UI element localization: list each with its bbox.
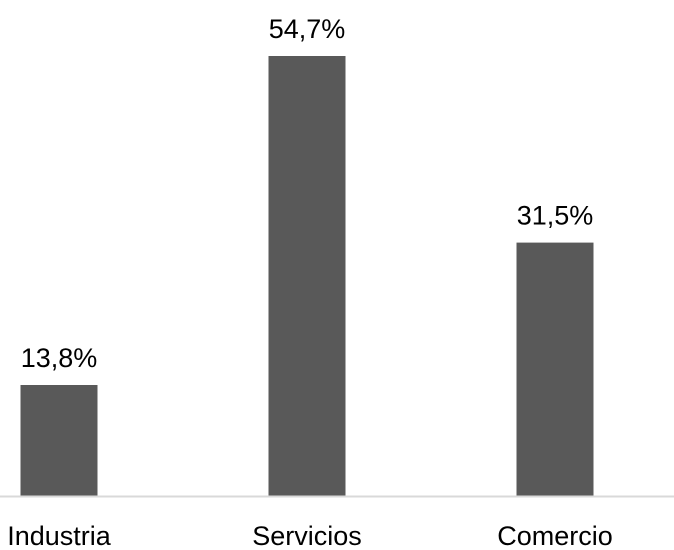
- data-labels-group: 13,8% 54,7% 31,5%: [21, 14, 594, 373]
- data-label-servicios: 54,7%: [269, 14, 346, 44]
- data-label-industria: 13,8%: [21, 343, 98, 373]
- x-tick-labels-group: Industria Servicios Comercio: [7, 521, 613, 550]
- bar-industria: [20, 385, 98, 496]
- bar-comercio: [516, 242, 594, 496]
- x-tick-label-comercio: Comercio: [497, 521, 613, 550]
- x-tick-label-servicios: Servicios: [252, 521, 362, 550]
- bar-servicios: [268, 56, 346, 496]
- bars-group: [20, 56, 594, 496]
- x-tick-label-industria: Industria: [7, 521, 112, 550]
- data-label-comercio: 31,5%: [517, 201, 594, 231]
